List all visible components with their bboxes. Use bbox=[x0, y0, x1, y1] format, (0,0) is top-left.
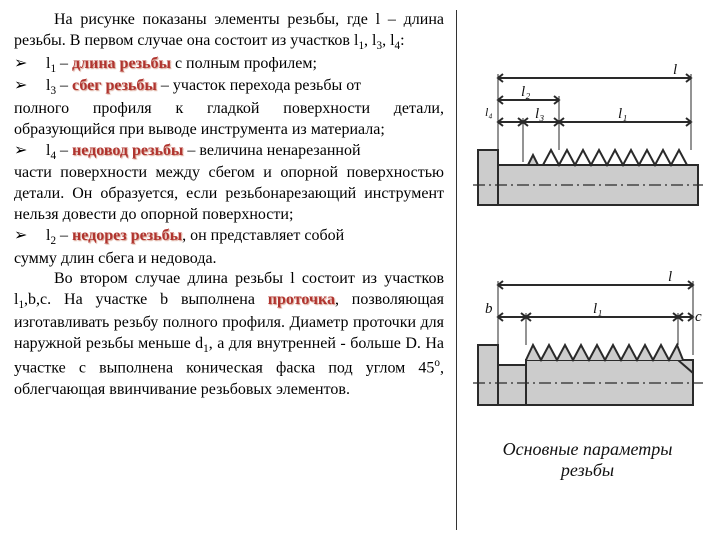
d1-l3: l₃ bbox=[535, 106, 544, 122]
diagram-1-svg: l l₂ l₄ bbox=[473, 60, 703, 215]
para-1: На рисунке показаны элементы резьбы, где… bbox=[14, 10, 444, 54]
d1-l1: l₁ bbox=[618, 106, 627, 122]
page-root: На рисунке показаны элементы резьбы, где… bbox=[0, 0, 720, 540]
d2-l1: l₁ bbox=[593, 301, 602, 317]
bullet-3-cont: части поверхности между сбегом и опорной… bbox=[14, 163, 444, 225]
diagram-1: l l₂ l₄ bbox=[473, 60, 703, 215]
hl-protochka: проточка bbox=[268, 291, 335, 308]
d1-l4: l₄ bbox=[485, 105, 493, 119]
diagram-2-svg: l b l₁ c bbox=[473, 265, 703, 415]
hl-sbeg: сбег резьбы bbox=[72, 77, 157, 94]
hl-nedovod: недовод резьбы bbox=[72, 142, 183, 159]
figure-column: l l₂ l₄ bbox=[457, 10, 706, 530]
d1-l: l bbox=[673, 62, 677, 78]
bullet-3: ➢ l4 – недовод резьбы – величина ненарез… bbox=[14, 141, 444, 164]
diagram-2: l b l₁ c bbox=[473, 265, 703, 415]
d2-l: l bbox=[668, 269, 672, 285]
d2-c: c bbox=[695, 309, 702, 325]
main-text-column: На рисунке показаны элементы резьбы, где… bbox=[14, 10, 457, 530]
figure-caption: Основные параметры резьбы bbox=[503, 439, 673, 481]
bullet-4: ➢ l2 – недорез резьбы, он представляет с… bbox=[14, 226, 444, 249]
bullet-2: ➢ l3 – сбег резьбы – участок перехода ре… bbox=[14, 76, 444, 99]
d1-l2: l₂ bbox=[521, 84, 530, 100]
bullet-mark-icon: ➢ bbox=[14, 141, 46, 164]
bullet-mark-icon: ➢ bbox=[14, 54, 46, 77]
bullet-2-cont: полного профиля к гладкой поверхности де… bbox=[14, 99, 444, 141]
hl-dlina: длина резьбы bbox=[72, 55, 171, 72]
para-2: Во втором случае длина резьбы l состоит … bbox=[14, 269, 444, 400]
bullet-1: ➢ l1 – длина резьбы с полным профилем; bbox=[14, 54, 444, 77]
d2-b: b bbox=[485, 301, 493, 317]
hl-nedorez: недорез резьбы bbox=[72, 227, 182, 244]
bullet-mark-icon: ➢ bbox=[14, 226, 46, 249]
bullet-4-cont: сумму длин сбега и недовода. bbox=[14, 249, 444, 270]
bullet-mark-icon: ➢ bbox=[14, 76, 46, 99]
